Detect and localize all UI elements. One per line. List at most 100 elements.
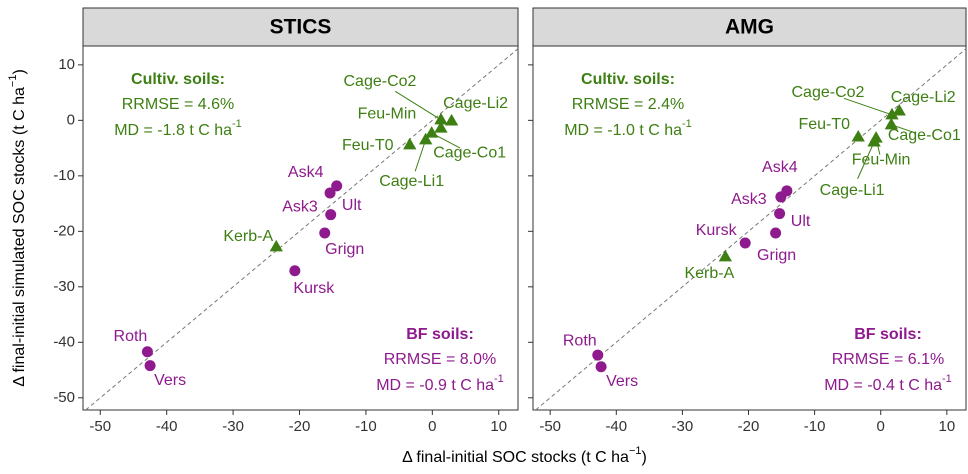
point-label: Cage-Co1 [433,144,506,161]
y-tick-label: -40 [53,333,75,350]
x-tick-label: -20 [738,418,760,435]
leader-line [843,97,893,116]
y-axis-label-part: ) [11,69,28,74]
point [269,239,283,252]
y-axis-label-part: −1 [7,75,19,88]
point [739,237,751,249]
leader-line [857,141,875,179]
strip [532,7,967,47]
point-label: Feu-Min [852,151,911,168]
x-axis-label: Δ final-initial SOC stocks (t C ha−1) [402,445,647,466]
point-label: Cage-Co1 [888,127,961,144]
x-axis-label-part: Δ final-initial SOC stocks (t C ha [402,449,629,466]
point [718,249,733,262]
point-label: Cage-Li2 [891,89,956,106]
annotation-title: BF soils: [854,326,922,343]
identity-line [85,48,519,411]
annotation: RRMSE = 2.4% [572,96,684,113]
point [434,121,448,133]
annotation-part: MD = -0.9 t C ha [376,377,494,394]
annotation-part: -1 [494,373,504,385]
annotation: MD = -1.8 t C ha-1 [114,118,242,139]
point [325,209,337,221]
point [141,346,153,358]
x-tick-label: -20 [289,418,311,435]
panel [82,45,519,411]
annotation: MD = -1.0 t C ha-1 [564,118,692,139]
point [892,103,906,116]
point [885,107,899,120]
x-tick-label: -10 [355,418,377,435]
point-label: Ult [791,213,811,230]
point [770,227,782,239]
point-label: Cage-Co2 [791,84,864,101]
point [774,208,786,220]
annotation: RRMSE = 4.6% [122,96,234,113]
point-label: Ask4 [762,159,798,176]
point-label: Kerb-A [684,265,734,282]
point-label: Feu-Min [358,105,417,122]
point-label: Cage-Li1 [820,182,885,199]
annotation-part: MD = -0.4 t C ha [824,377,942,394]
x-tick-label: -10 [804,418,826,435]
point [289,265,301,277]
leader-line [414,139,427,172]
x-tick-label: -30 [222,418,244,435]
x-tick-label: 0 [877,418,885,435]
point [434,112,448,125]
point [775,191,787,203]
point [324,187,336,199]
point-label: Ask4 [288,164,324,181]
point [884,117,898,130]
y-tick-label: -20 [53,222,75,239]
point-label: Cage-Co2 [343,73,416,90]
point-label: Kerb-A [223,228,273,245]
annotation-part: -1 [942,373,952,385]
point-label: Cage-Li2 [443,95,508,112]
annotation-part: -1 [232,118,242,130]
x-tick-label: 0 [428,418,436,435]
point [592,349,604,361]
point [425,126,439,138]
point-label: Grign [325,241,364,258]
point-label: Kursk [293,280,335,297]
y-tick-label: 0 [67,111,75,128]
point-label: Ult [342,197,362,214]
y-tick-label: -30 [53,278,75,295]
y-tick-label: -50 [53,389,75,406]
identity-line [535,48,967,411]
point [403,137,417,150]
point-label: Ask3 [282,198,318,215]
annotation: RRMSE = 8.0% [384,351,496,368]
point-label: Feu-T0 [342,137,394,154]
y-tick-label: -10 [53,167,75,184]
panel-title: AMG [725,16,774,39]
panel-title: STICS [270,16,332,39]
y-tick-label: 10 [58,56,75,73]
y-axis-label-part: Δ final-initial simulated SOC stocks (t … [11,87,28,387]
x-tick-label: -30 [672,418,694,435]
point [319,227,331,239]
annotation-part: -1 [682,118,692,130]
point-label: Ask3 [731,191,767,208]
point [444,113,459,126]
x-tick-label: -50 [539,418,561,435]
point [867,134,881,147]
point [851,130,865,142]
point-label: Grign [757,247,796,264]
panel [532,45,967,411]
x-tick-label: -40 [156,418,178,435]
x-axis-label-part: −1 [629,445,642,457]
annotation: MD = -0.9 t C ha-1 [376,373,504,394]
annotation-part: MD = -1.0 t C ha [564,122,682,139]
annotation: RRMSE = 6.1% [832,351,944,368]
point-label: Roth [563,332,597,349]
point-label: Cage-Li1 [379,173,444,190]
point-label: Kursk [696,222,738,239]
point-label: Feu-T0 [798,116,850,133]
annotation-title: Cultiv. soils: [131,71,225,88]
x-tick-label: 10 [490,418,507,435]
annotation-title: BF soils: [406,326,474,343]
x-tick-label: 10 [938,418,955,435]
